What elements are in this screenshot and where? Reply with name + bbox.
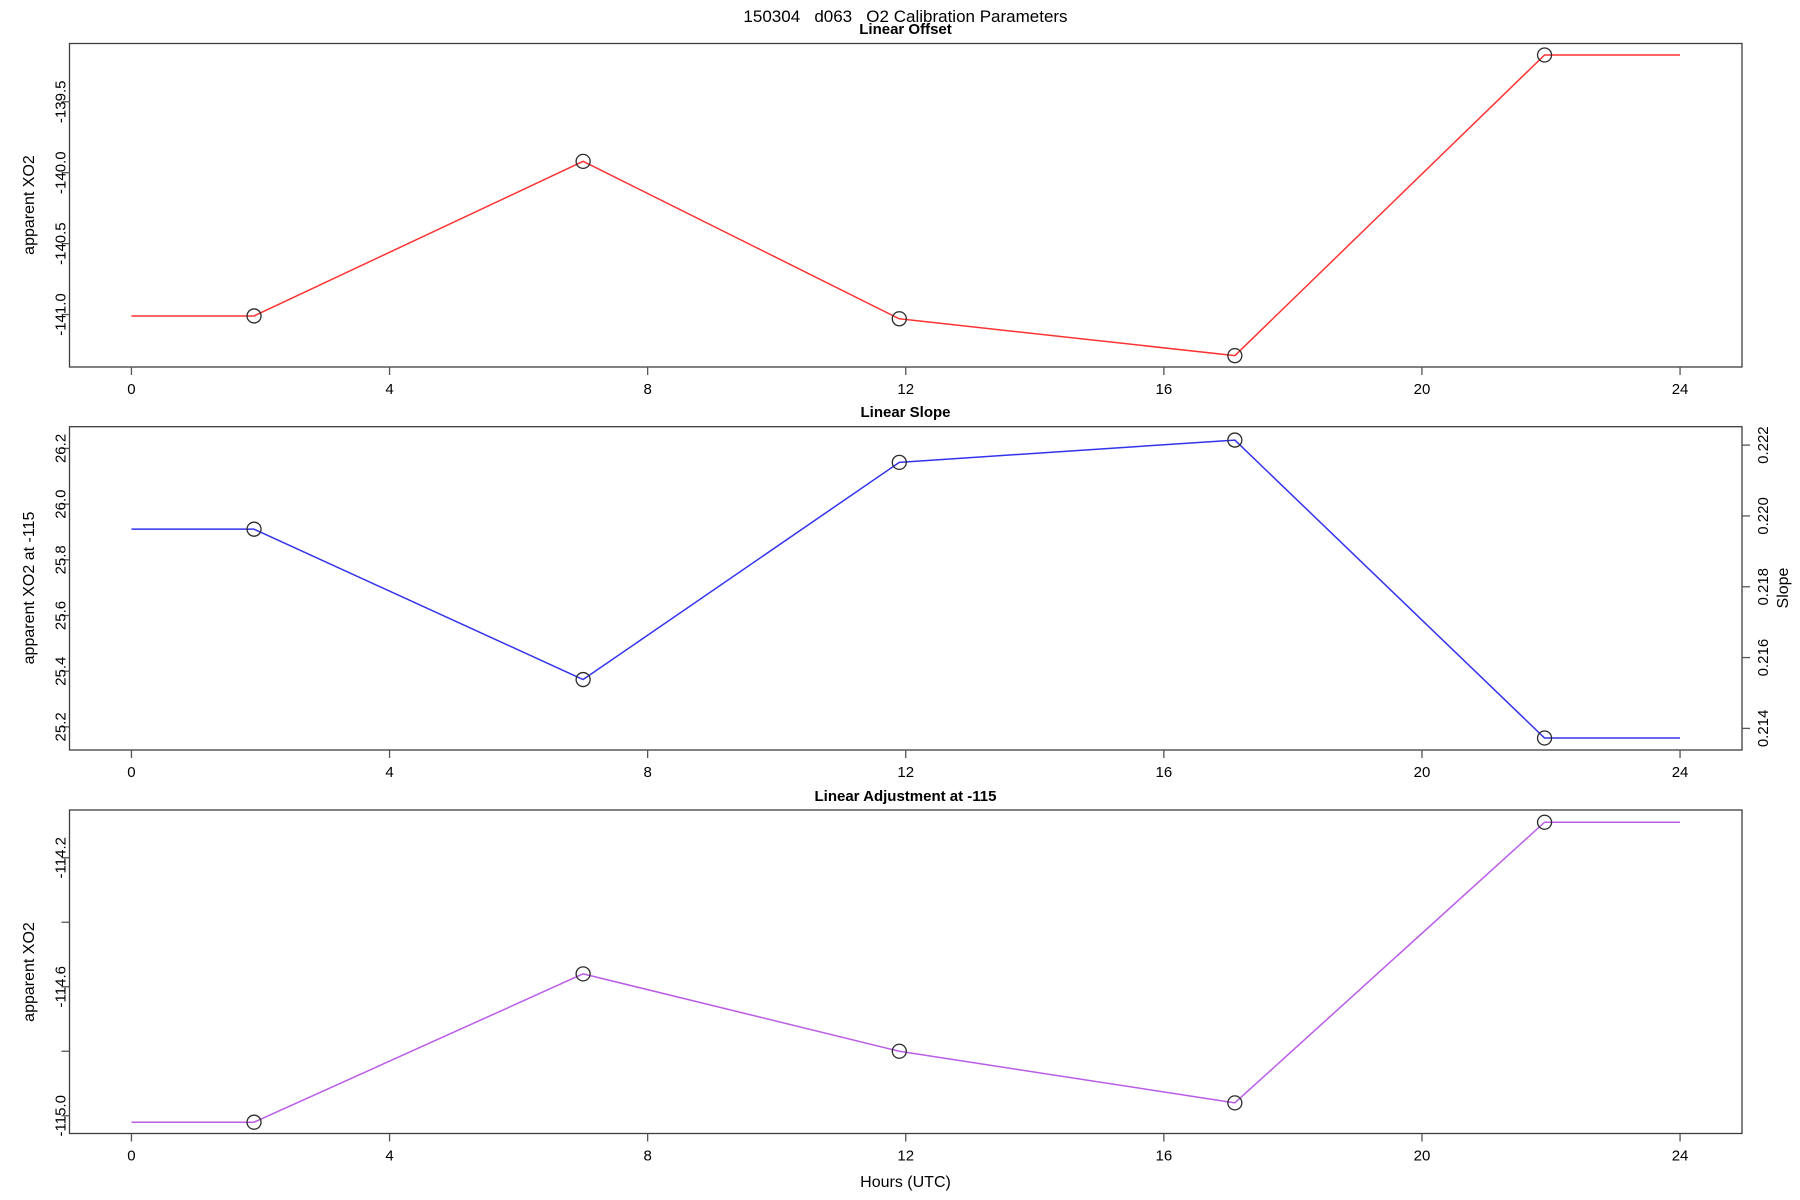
x-tick-label: 8	[643, 764, 651, 781]
x-tick-label: 16	[1156, 1148, 1173, 1165]
panel-frame	[68, 426, 1743, 751]
slope-data-point	[246, 521, 262, 537]
x-tick-label: 24	[1672, 1148, 1689, 1165]
offset-data-point	[1227, 348, 1243, 364]
y-tick-label: 25.4	[53, 657, 70, 686]
adjustment-data-point	[1536, 814, 1553, 830]
panel-title-linear-adjustment: Linear Adjustment at -115	[814, 788, 997, 805]
adjustment-line	[131, 821, 1681, 1123]
y-tick-label: -114.6	[53, 966, 70, 1007]
offset-data-point	[1536, 47, 1553, 63]
adjustment-data-point	[246, 1114, 262, 1130]
y-tick-label-right: 0.214	[1755, 710, 1772, 748]
x-axis-label: Hours (UTC)	[860, 1174, 951, 1191]
panel-title-linear-slope: Linear Slope	[860, 404, 951, 421]
offset-data-point	[246, 308, 262, 324]
y-tick-label: -140.0	[53, 151, 70, 194]
x-tick-label: 0	[127, 764, 135, 781]
y-tick-label: -114.2	[53, 837, 70, 878]
y-tick-label: 25.8	[53, 545, 70, 574]
y-tick-label: -115.0	[53, 1095, 70, 1136]
y-tick-label: -140.5	[53, 222, 70, 265]
slope-data-point	[1536, 730, 1553, 746]
slope-data-point	[891, 454, 907, 470]
x-tick-label: 0	[127, 381, 135, 398]
adjustment-data-point	[891, 1043, 907, 1059]
y-tick-label-right: 0.220	[1755, 497, 1772, 535]
page-title: 150304 d063 O2 Calibration Parameters	[743, 7, 1068, 26]
x-tick-label: 12	[897, 381, 914, 398]
x-tick-label: 4	[385, 1148, 393, 1165]
adjustment-data-point	[1227, 1095, 1243, 1111]
x-tick-label: 24	[1672, 764, 1689, 781]
x-tick-label: 16	[1156, 764, 1173, 781]
x-tick-label: 12	[897, 1148, 914, 1165]
y-tick-label: 26.0	[53, 490, 70, 519]
offset-data-point	[891, 311, 907, 327]
y-tick-label: 26.2	[53, 434, 70, 463]
panel-title-linear-offset: Linear Offset	[859, 21, 952, 38]
x-tick-label: 12	[897, 764, 914, 781]
x-tick-label: 8	[643, 381, 651, 398]
offset-line	[131, 54, 1681, 357]
y-tick-label: 25.6	[53, 601, 70, 630]
y-tick-label: -139.5	[53, 81, 70, 124]
offset-data-point	[575, 153, 591, 170]
x-tick-label: 8	[643, 1148, 651, 1165]
x-tick-label: 20	[1414, 381, 1431, 398]
y-tick-label: 25.2	[53, 712, 70, 741]
y-tick-label: -141.0	[53, 293, 70, 336]
panel-frame	[68, 809, 1743, 1135]
y-tick-label-right: 0.222	[1755, 426, 1772, 464]
x-tick-label: 16	[1156, 381, 1173, 398]
adjustment-data-point	[575, 966, 591, 982]
slope-line	[131, 439, 1681, 739]
x-tick-label: 24	[1672, 381, 1689, 398]
y-tick-label-right: 0.218	[1755, 568, 1772, 606]
slope-data-point	[575, 671, 591, 688]
x-tick-label: 4	[385, 764, 393, 781]
x-tick-label: 0	[127, 1148, 135, 1165]
slope-data-point	[1227, 432, 1243, 448]
x-tick-label: 20	[1414, 764, 1431, 781]
x-tick-label: 4	[385, 381, 393, 398]
x-tick-label: 20	[1414, 1148, 1431, 1165]
y-tick-label-right: 0.216	[1755, 639, 1772, 677]
